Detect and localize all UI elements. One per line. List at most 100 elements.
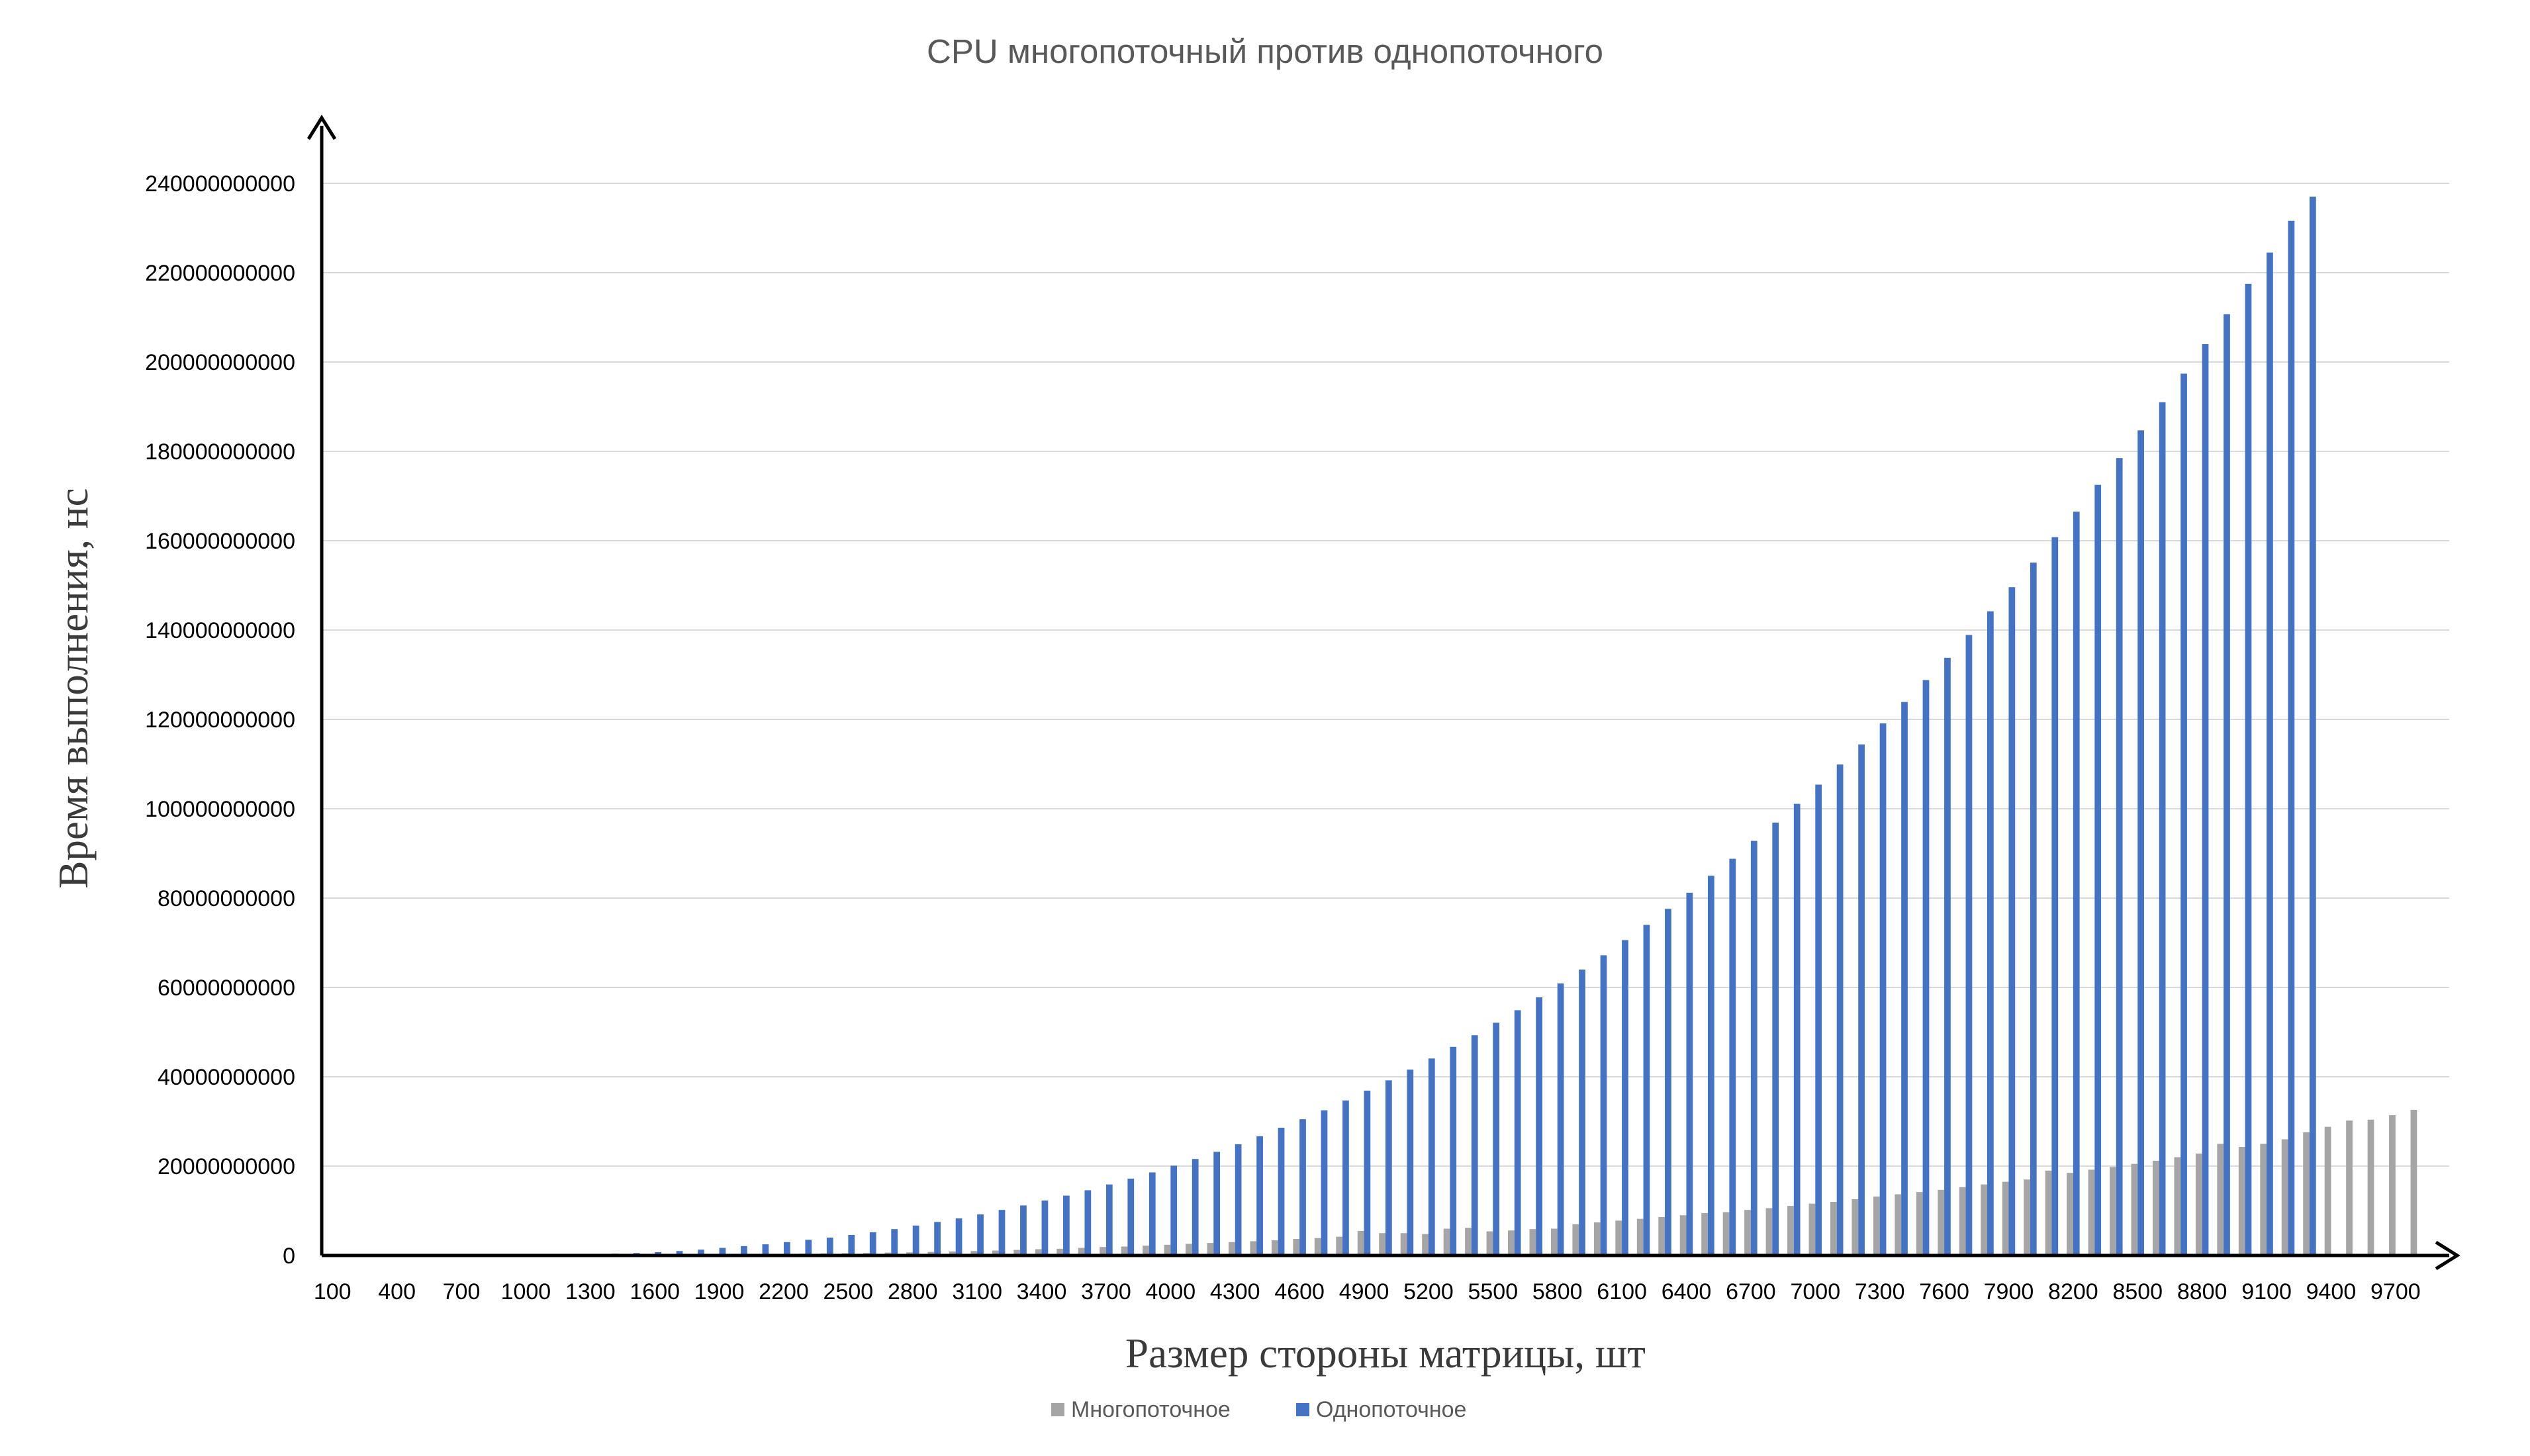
bar-singlethreaded: [2008, 587, 2016, 1255]
bar-singlethreaded: [1493, 1023, 1500, 1255]
x-tick-label: 6100: [1597, 1279, 1647, 1304]
bar-singlethreaded: [848, 1234, 855, 1255]
bar-singlethreaded: [977, 1214, 984, 1255]
bar-singlethreaded: [2309, 197, 2316, 1255]
bar-multithreaded: [970, 1251, 978, 1255]
chart-title: CPU многопоточный против однопоточного: [927, 32, 1603, 70]
bar-multithreaded: [2367, 1119, 2374, 1255]
bar-multithreaded: [992, 1250, 999, 1255]
bar-singlethreaded: [1879, 723, 1887, 1255]
bar-multithreaded: [1186, 1244, 1192, 1255]
bar-multithreaded: [1422, 1234, 1429, 1255]
x-tick-label: 2200: [759, 1279, 809, 1304]
bar-multithreaded: [1593, 1222, 1601, 1255]
x-tick-label: 5800: [1532, 1279, 1583, 1304]
x-tick-label: 8500: [2112, 1279, 2163, 1304]
y-tick-labels: 0 20000000000 40000000000 60000000000 800000…: [145, 171, 295, 1269]
y-tick-label: 220000000000: [145, 261, 295, 286]
bar-singlethreaded: [1579, 970, 1585, 1255]
x-tick-label: 4000: [1146, 1279, 1196, 1304]
legend: Многопоточное Однопоточное: [1051, 1397, 1466, 1422]
x-tick-label: 4900: [1339, 1279, 1389, 1304]
bar-singlethreaded: [1557, 983, 1564, 1255]
bar-singlethreaded: [1278, 1127, 1285, 1255]
bar-multithreaded: [1035, 1249, 1042, 1255]
bar-multithreaded: [1508, 1230, 1515, 1255]
bar-multithreaded: [1271, 1240, 1278, 1255]
bar-singlethreaded: [741, 1246, 747, 1255]
bar-multithreaded: [1895, 1194, 1902, 1255]
bar-multithreaded: [2303, 1132, 2310, 1255]
bar-singlethreaded: [2288, 220, 2295, 1256]
x-tick-label: 5500: [1468, 1279, 1518, 1304]
bar-singlethreaded: [1192, 1159, 1199, 1255]
bar-singlethreaded: [1450, 1046, 1457, 1255]
x-tick-label: 9700: [2370, 1279, 2421, 1304]
bar-singlethreaded: [955, 1218, 962, 1255]
bar-multithreaded: [1572, 1224, 1579, 1255]
x-tick-label: 400: [378, 1279, 416, 1304]
x-tick-label: 7600: [1919, 1279, 1969, 1304]
y-tick-label: 60000000000: [158, 976, 295, 1001]
bar-singlethreaded: [2094, 484, 2102, 1256]
bar-multithreaded: [1722, 1212, 1730, 1255]
bar-singlethreaded: [1686, 892, 1693, 1255]
bar-singlethreaded: [998, 1210, 1006, 1255]
bar-multithreaded: [1938, 1189, 1945, 1255]
bar-singlethreaded: [719, 1248, 726, 1255]
x-tick-label: 100: [314, 1279, 351, 1304]
bar-singlethreaded: [1428, 1058, 1435, 1255]
bar-multithreaded: [2088, 1169, 2095, 1255]
bar-singlethreaded: [1385, 1080, 1392, 1255]
bar-singlethreaded: [1622, 940, 1628, 1255]
bar-multithreaded: [1550, 1228, 1558, 1255]
bar-singlethreaded: [1922, 680, 1930, 1255]
bar-multithreaded: [2238, 1146, 2245, 1255]
bar-multithreaded: [1121, 1246, 1128, 1255]
bar-singlethreaded: [1020, 1205, 1027, 1255]
bar-multithreaded: [1808, 1203, 1816, 1255]
x-tick-label: 2800: [888, 1279, 938, 1304]
x-tick-label: 6400: [1662, 1279, 1712, 1304]
bar-multithreaded: [1658, 1216, 1665, 1255]
bar-singlethreaded: [762, 1244, 769, 1256]
bar-singlethreaded: [1665, 909, 1671, 1255]
bar-singlethreaded: [1041, 1200, 1049, 1255]
bar-multithreaded: [1465, 1228, 1472, 1255]
bar-singlethreaded: [1127, 1178, 1135, 1255]
x-axis-arrow-icon: [2435, 1240, 2460, 1271]
bar-multithreaded: [1981, 1184, 1988, 1255]
bar-multithreaded: [1293, 1239, 1300, 1255]
bar-singlethreaded: [2159, 402, 2166, 1255]
bar-multithreaded: [2281, 1139, 2288, 1255]
bar-singlethreaded: [1944, 657, 1951, 1255]
y-tick-label: 0: [283, 1244, 295, 1269]
bar-singlethreaded: [2051, 537, 2059, 1255]
bar-multithreaded: [1078, 1248, 1085, 1255]
bar-singlethreaded: [1213, 1152, 1221, 1255]
x-tick-label: 1300: [565, 1279, 616, 1304]
bar-singlethreaded: [2267, 252, 2273, 1256]
bar-multithreaded: [1765, 1208, 1773, 1255]
y-tick-label: 180000000000: [145, 439, 295, 465]
bar-multithreaded: [2002, 1181, 2009, 1256]
bar-multithreaded: [949, 1251, 956, 1255]
bar-multithreaded: [2346, 1120, 2353, 1255]
y-tick-label: 120000000000: [145, 707, 295, 733]
bar-multithreaded: [1615, 1220, 1622, 1255]
bar-singlethreaded: [805, 1240, 812, 1256]
bar-multithreaded: [1959, 1187, 1966, 1255]
bar-singlethreaded: [698, 1250, 704, 1255]
bar-multithreaded: [1744, 1210, 1751, 1255]
bar-singlethreaded: [1407, 1069, 1414, 1255]
bar-singlethreaded: [1536, 997, 1542, 1255]
bar-singlethreaded: [2224, 314, 2230, 1255]
legend-label-single: Однопоточное: [1316, 1397, 1466, 1422]
bar-multithreaded: [1357, 1230, 1364, 1256]
bar-multithreaded: [1400, 1233, 1407, 1255]
bar-singlethreaded: [1750, 841, 1757, 1255]
bar-singlethreaded: [1105, 1184, 1113, 1255]
bar-singlethreaded: [2202, 344, 2209, 1255]
bar-singlethreaded: [1707, 876, 1714, 1255]
